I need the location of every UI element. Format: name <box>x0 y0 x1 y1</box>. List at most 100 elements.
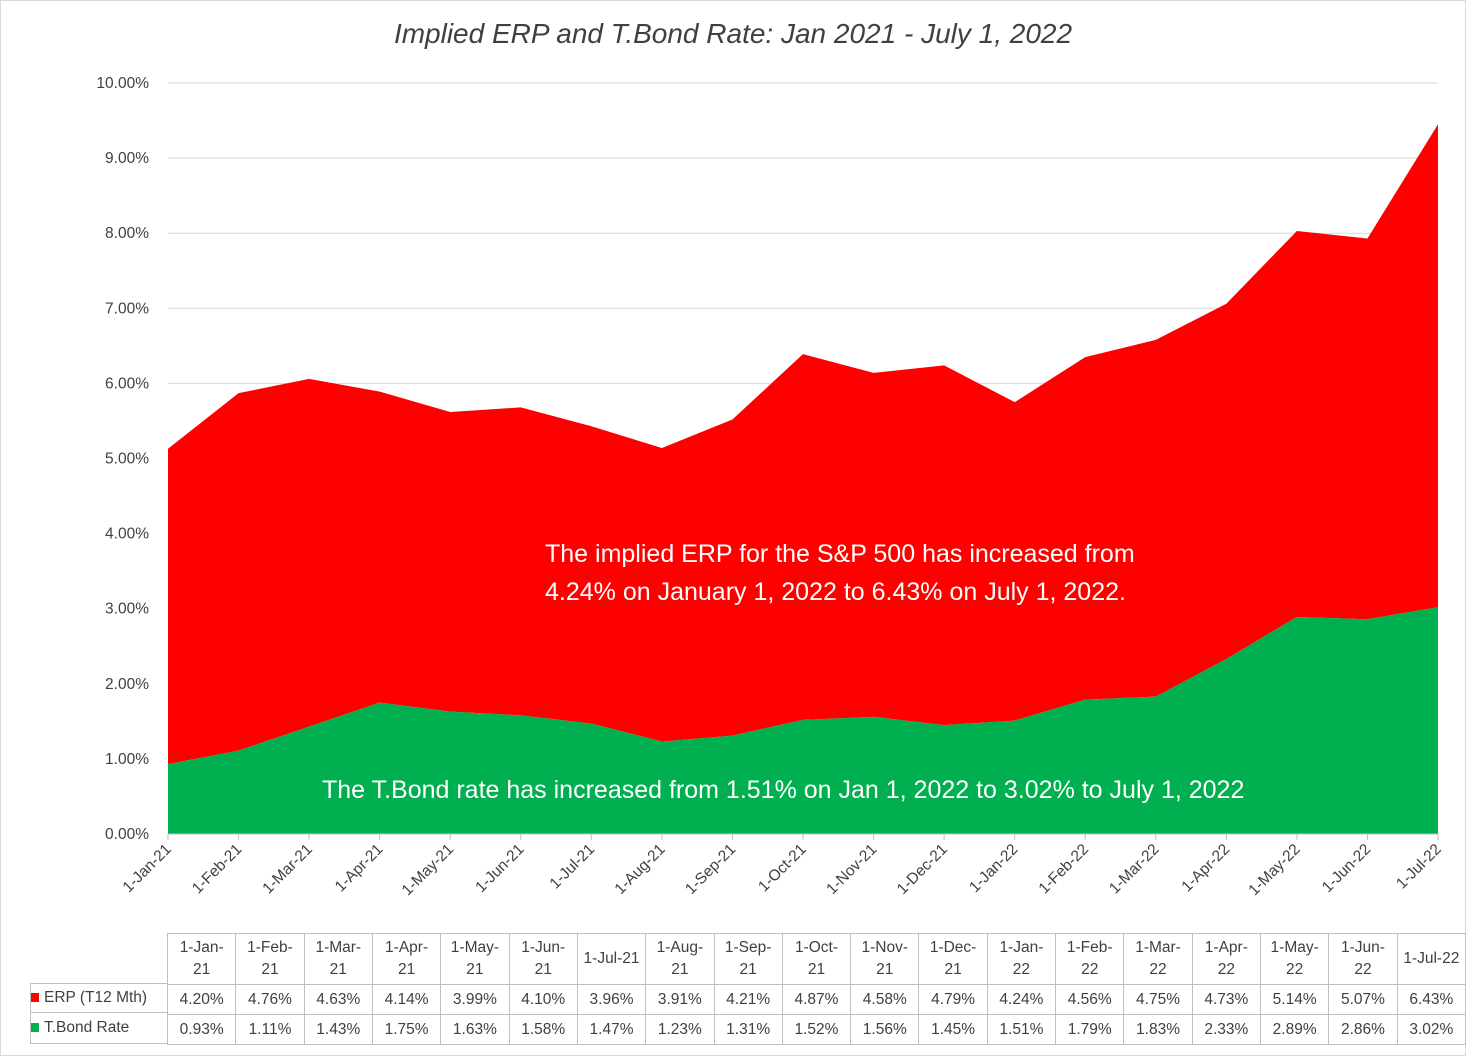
table-cell: 1.23% <box>645 1014 715 1045</box>
table-cell: 3.91% <box>645 984 715 1015</box>
erp-area <box>168 124 1438 765</box>
table-cell: 1.56% <box>850 1014 920 1045</box>
x-tick-label: 1-May-21 <box>399 841 457 899</box>
table-cell: 1.45% <box>918 1014 988 1045</box>
table-header-row: 1-Jan- 21 1-Feb- 21 1-Mar- 21 1-Apr- 21 1-May- 21… <box>166 933 1466 985</box>
table-header-cell: 1-Mar- 21 <box>303 933 373 985</box>
table-header-cell: 1-Oct- 21 <box>781 933 852 985</box>
table-cell: 2.33% <box>1191 1014 1262 1045</box>
x-tick-label: 1-Feb-22 <box>1036 841 1093 898</box>
x-tick-label: 1-Mar-22 <box>1106 841 1162 897</box>
table-header-cell: 1-Jan- 22 <box>986 933 1057 985</box>
table-cell: 4.20% <box>166 984 237 1015</box>
table-header-cell: 1-Aug- 21 <box>645 933 715 985</box>
legend-label: T.Bond Rate <box>44 1019 130 1036</box>
table-series-labels: ERP (T12 Mth) T.Bond Rate <box>30 983 168 1043</box>
table-header-cell: 1-Jul-21 <box>576 933 647 985</box>
table-header-cell: 1-Jun- 21 <box>508 933 578 985</box>
table-cell: 1.31% <box>713 1014 783 1045</box>
area-series <box>168 124 1438 835</box>
x-tick-label: 1-Jun-22 <box>1319 841 1374 896</box>
table-cell: 1.52% <box>781 1014 852 1045</box>
y-tick-label: 5.00% <box>105 451 149 468</box>
table-cell: 4.79% <box>918 984 988 1015</box>
table-cell: 1.47% <box>576 1014 647 1045</box>
x-tick-label: 1-Oct-21 <box>755 841 810 896</box>
x-tick-label: 1-Jan-22 <box>966 841 1021 896</box>
tbond-area <box>168 607 1438 834</box>
table-cell: 4.14% <box>371 984 442 1015</box>
x-tick-label: 1-Aug-21 <box>612 841 669 898</box>
table-header-cell: 1-Dec- 21 <box>918 933 988 985</box>
table-header-cell: 1-Feb- 22 <box>1055 933 1125 985</box>
table-cell: 1.43% <box>303 1014 373 1045</box>
y-tick-label: 1.00% <box>105 751 149 768</box>
x-tick-label: 1-Apr-22 <box>1178 841 1233 896</box>
table-cell: 3.96% <box>576 984 647 1015</box>
table-cell: 4.76% <box>235 984 305 1015</box>
y-tick-label: 4.00% <box>105 526 149 543</box>
table-header-cell: 1-May- 22 <box>1259 933 1330 985</box>
table-cell: 1.75% <box>371 1014 442 1045</box>
table-cell: 5.14% <box>1259 984 1330 1015</box>
table-cell: 4.58% <box>850 984 920 1015</box>
y-tick-label: 2.00% <box>105 676 149 693</box>
x-tick-label: 1-Jul-22 <box>1393 841 1445 893</box>
tbond-note-text: The T.Bond rate has increased from 1.51%… <box>322 776 1244 804</box>
table-header-cell: 1-Nov- 21 <box>850 933 920 985</box>
chart-title: Implied ERP and T.Bond Rate: Jan 2021 - … <box>393 18 1073 49</box>
table-cell: 1.63% <box>440 1014 510 1045</box>
table-cell: 1.51% <box>986 1014 1057 1045</box>
table-cell: 1.79% <box>1055 1014 1125 1045</box>
table-row: 4.20% 4.76% 4.63% 4.14% 3.99% 4.10% 3.96% 3.91%… <box>166 984 1466 1015</box>
table-cell: 4.21% <box>713 984 783 1015</box>
x-tick-label: 1-Dec-21 <box>894 841 951 898</box>
y-tick-label: 3.00% <box>105 601 149 618</box>
y-tick-label: 6.00% <box>105 375 149 392</box>
y-tick-label: 8.00% <box>105 225 149 242</box>
table-header-cell: 1-Apr- 22 <box>1191 933 1262 985</box>
chart-plot: 0.00% 1.00% 2.00% 3.00% 4.00% 5.00% 6.00% 7.00%… <box>96 75 1445 899</box>
x-tick-label: 1-Nov-21 <box>823 841 880 898</box>
series-label-box <box>30 983 168 1044</box>
y-tick-label: 7.00% <box>105 300 149 317</box>
table-cell: 6.43% <box>1396 984 1466 1015</box>
table-cell: 5.07% <box>1328 984 1398 1015</box>
table-cell: 3.02% <box>1396 1014 1466 1045</box>
y-tick-label: 10.00% <box>96 75 149 92</box>
erp-note-text: 4.24% on January 1, 2022 to 6.43% on Jul… <box>545 578 1126 606</box>
table-cell: 2.89% <box>1259 1014 1330 1045</box>
table-series-label: T.Bond Rate <box>30 1013 168 1043</box>
table-cell: 4.56% <box>1055 984 1125 1015</box>
table-cell: 4.10% <box>508 984 578 1015</box>
x-tick-label: 1-May-22 <box>1245 841 1303 899</box>
x-tick-label: 1-Sep-21 <box>682 841 739 898</box>
y-tick-label: 0.00% <box>105 826 149 843</box>
table-cell: 2.86% <box>1328 1014 1398 1045</box>
table-cell: 1.58% <box>508 1014 578 1045</box>
y-axis-tick-labels: 0.00% 1.00% 2.00% 3.00% 4.00% 5.00% 6.00% 7.00%… <box>96 75 149 843</box>
x-tick-label: 1-Jun-21 <box>472 841 527 896</box>
data-table: 1-Jan- 21 1-Feb- 21 1-Mar- 21 1-Apr- 21 1-May- 21… <box>166 933 1466 1045</box>
erp-note-text: The implied ERP for the S&P 500 has incr… <box>545 540 1135 568</box>
table-header-cell: 1-Jul-22 <box>1396 933 1466 985</box>
table-header-cell: 1-Sep- 21 <box>713 933 783 985</box>
table-header-cell: 1-Jan- 21 <box>166 933 237 985</box>
table-series-label: ERP (T12 Mth) <box>30 983 168 1013</box>
table-cell: 0.93% <box>166 1014 237 1045</box>
table-cell: 3.99% <box>440 984 510 1015</box>
table-cell: 4.63% <box>303 984 373 1015</box>
table-cell: 4.87% <box>781 984 852 1015</box>
x-tick-label: 1-Jul-21 <box>547 841 599 893</box>
table-cell: 1.11% <box>235 1014 305 1045</box>
x-tick-label: 1-Feb-21 <box>189 841 246 898</box>
annotations: The implied ERP for the S&P 500 has incr… <box>322 540 1244 804</box>
table-cell: 4.73% <box>1191 984 1262 1015</box>
table-cell: 1.83% <box>1123 1014 1193 1045</box>
legend-label: ERP (T12 Mth) <box>44 989 148 1006</box>
table-cell: 4.75% <box>1123 984 1193 1015</box>
table-header-cell: 1-Mar- 22 <box>1123 933 1193 985</box>
table-cell: 4.24% <box>986 984 1057 1015</box>
series-label-divider <box>30 1012 167 1013</box>
y-tick-label: 9.00% <box>105 150 149 167</box>
